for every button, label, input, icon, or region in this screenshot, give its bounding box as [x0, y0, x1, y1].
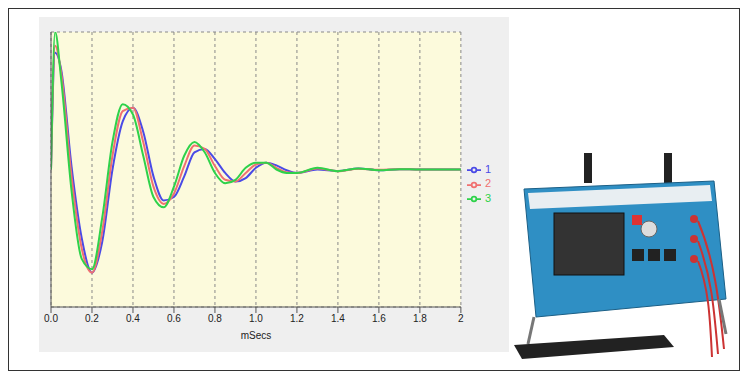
html-text:2: 2 [484, 177, 491, 190]
svg-text:0.0: 0.0 [44, 313, 58, 324]
svg-text:mSecs: mSecs [241, 330, 272, 341]
svg-text:1.0: 1.0 [249, 313, 263, 324]
svg-text:1.2: 1.2 [290, 313, 304, 324]
svg-text:0.2: 0.2 [85, 313, 99, 324]
svg-text:0.6: 0.6 [167, 313, 181, 324]
svg-text:1.8: 1.8 [413, 313, 427, 324]
svg-text:0.4: 0.4 [126, 313, 140, 324]
svg-text:1.6: 1.6 [372, 313, 386, 324]
html-text:1: 1 [484, 163, 491, 176]
html-text:3: 3 [484, 191, 491, 204]
svg-text:2: 2 [458, 313, 464, 324]
svg-text:1.4: 1.4 [331, 313, 345, 324]
svg-text:0.8: 0.8 [208, 313, 222, 324]
